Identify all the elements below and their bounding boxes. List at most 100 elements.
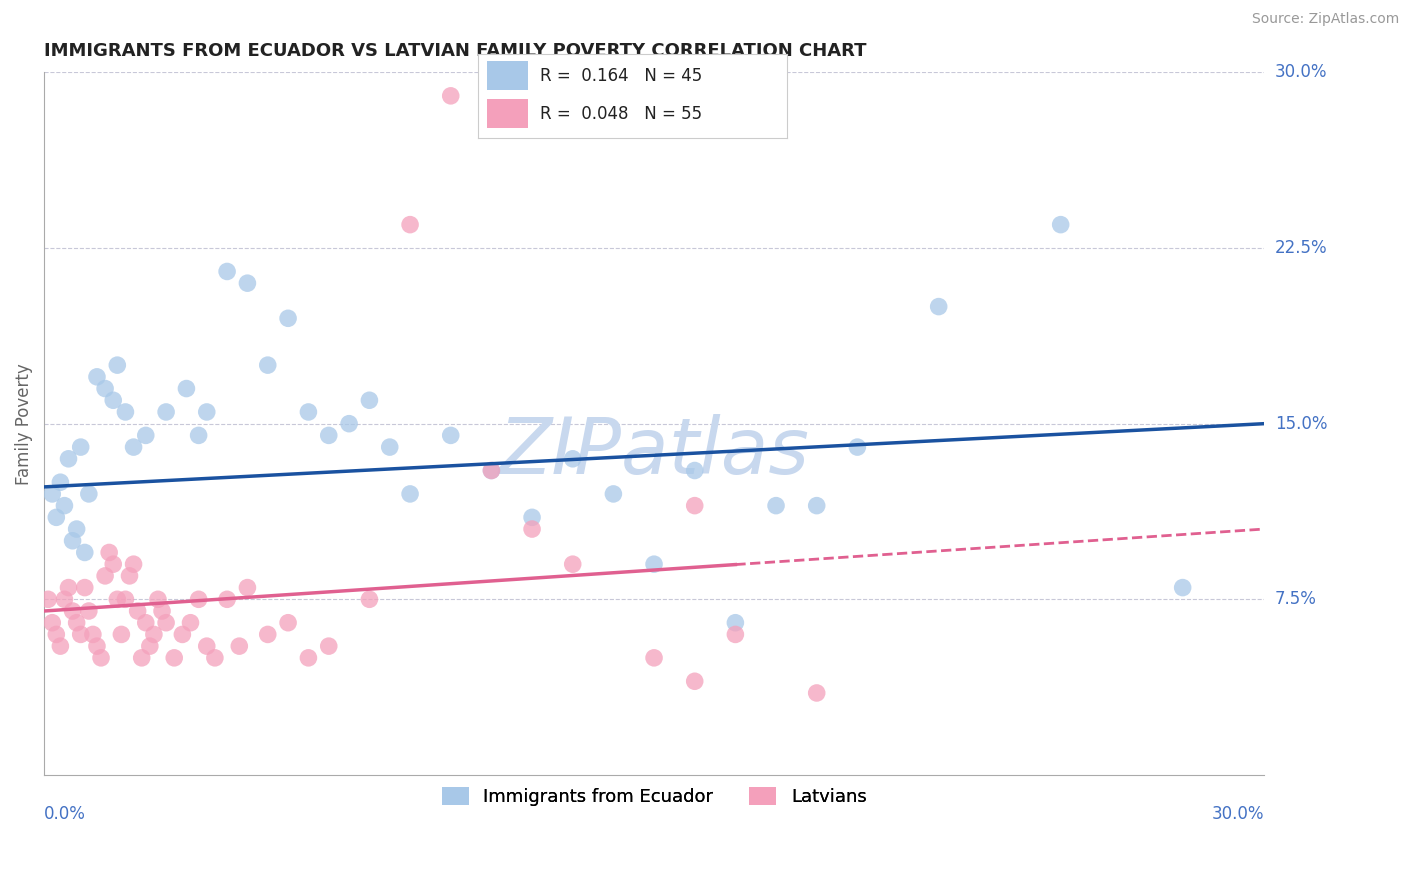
Point xyxy=(62,533,84,548)
Point xyxy=(1171,581,1194,595)
Point xyxy=(118,569,141,583)
Point xyxy=(62,604,84,618)
Point xyxy=(643,650,665,665)
Point xyxy=(105,358,128,372)
Point xyxy=(928,300,950,314)
Point xyxy=(163,650,186,665)
Point xyxy=(297,650,319,665)
Point xyxy=(228,639,250,653)
Point xyxy=(236,581,259,595)
Point xyxy=(98,545,121,559)
Point xyxy=(683,499,706,513)
Point xyxy=(69,440,91,454)
Point xyxy=(127,604,149,618)
Point xyxy=(122,557,145,571)
Point xyxy=(114,405,136,419)
Point xyxy=(58,451,80,466)
Text: 15.0%: 15.0% xyxy=(1275,415,1327,433)
Point xyxy=(135,615,157,630)
Point xyxy=(77,604,100,618)
Point xyxy=(217,264,239,278)
Point xyxy=(643,557,665,571)
Point xyxy=(176,382,198,396)
Point xyxy=(765,499,787,513)
Point xyxy=(37,592,59,607)
Point xyxy=(135,428,157,442)
Point xyxy=(58,581,80,595)
Point xyxy=(724,615,747,630)
Legend: Immigrants from Ecuador, Latvians: Immigrants from Ecuador, Latvians xyxy=(433,778,876,815)
Point xyxy=(806,499,828,513)
Text: R =  0.164   N = 45: R = 0.164 N = 45 xyxy=(540,67,702,85)
Point xyxy=(277,311,299,326)
Point xyxy=(86,639,108,653)
Point xyxy=(683,674,706,689)
Point xyxy=(73,581,96,595)
Point xyxy=(146,592,169,607)
Point xyxy=(172,627,194,641)
Point xyxy=(724,627,747,641)
Point xyxy=(86,369,108,384)
Point xyxy=(187,592,209,607)
Text: ZIPatlas: ZIPatlas xyxy=(499,414,810,490)
Point xyxy=(187,428,209,442)
Point xyxy=(440,428,463,442)
Point xyxy=(561,451,583,466)
Text: IMMIGRANTS FROM ECUADOR VS LATVIAN FAMILY POVERTY CORRELATION CHART: IMMIGRANTS FROM ECUADOR VS LATVIAN FAMIL… xyxy=(44,42,866,60)
Point xyxy=(602,487,624,501)
Text: Source: ZipAtlas.com: Source: ZipAtlas.com xyxy=(1251,12,1399,26)
Point xyxy=(94,569,117,583)
Point xyxy=(131,650,153,665)
Point xyxy=(399,487,422,501)
Point xyxy=(683,463,706,477)
Point xyxy=(103,557,125,571)
FancyBboxPatch shape xyxy=(488,62,527,90)
Point xyxy=(66,615,89,630)
Point xyxy=(53,499,76,513)
Text: 30.0%: 30.0% xyxy=(1212,805,1264,823)
Point xyxy=(82,627,104,641)
Point xyxy=(90,650,112,665)
Text: R =  0.048   N = 55: R = 0.048 N = 55 xyxy=(540,104,702,123)
Point xyxy=(103,393,125,408)
Point xyxy=(114,592,136,607)
Point xyxy=(122,440,145,454)
Point xyxy=(318,428,340,442)
Point xyxy=(297,405,319,419)
Point xyxy=(520,522,543,536)
Point xyxy=(53,592,76,607)
Point xyxy=(217,592,239,607)
Point xyxy=(110,627,132,641)
Point xyxy=(561,557,583,571)
Point xyxy=(846,440,869,454)
Point xyxy=(142,627,165,641)
Point xyxy=(256,358,278,372)
Text: 22.5%: 22.5% xyxy=(1275,239,1327,257)
Point xyxy=(318,639,340,653)
Point xyxy=(77,487,100,501)
Point xyxy=(66,522,89,536)
Point xyxy=(481,463,503,477)
Text: 7.5%: 7.5% xyxy=(1275,591,1317,608)
Point xyxy=(69,627,91,641)
Point xyxy=(41,615,63,630)
Point xyxy=(359,393,381,408)
FancyBboxPatch shape xyxy=(488,99,527,128)
Y-axis label: Family Poverty: Family Poverty xyxy=(15,363,32,484)
Text: 30.0%: 30.0% xyxy=(1275,63,1327,81)
Point xyxy=(41,487,63,501)
Point xyxy=(179,615,201,630)
Point xyxy=(150,604,173,618)
Point xyxy=(399,218,422,232)
Text: 0.0%: 0.0% xyxy=(44,805,86,823)
Point xyxy=(256,627,278,641)
Point xyxy=(155,405,177,419)
Point xyxy=(195,405,218,419)
Point xyxy=(139,639,162,653)
Point xyxy=(45,627,67,641)
Point xyxy=(49,475,72,490)
Point xyxy=(45,510,67,524)
Point xyxy=(337,417,360,431)
Point xyxy=(378,440,401,454)
Point xyxy=(195,639,218,653)
